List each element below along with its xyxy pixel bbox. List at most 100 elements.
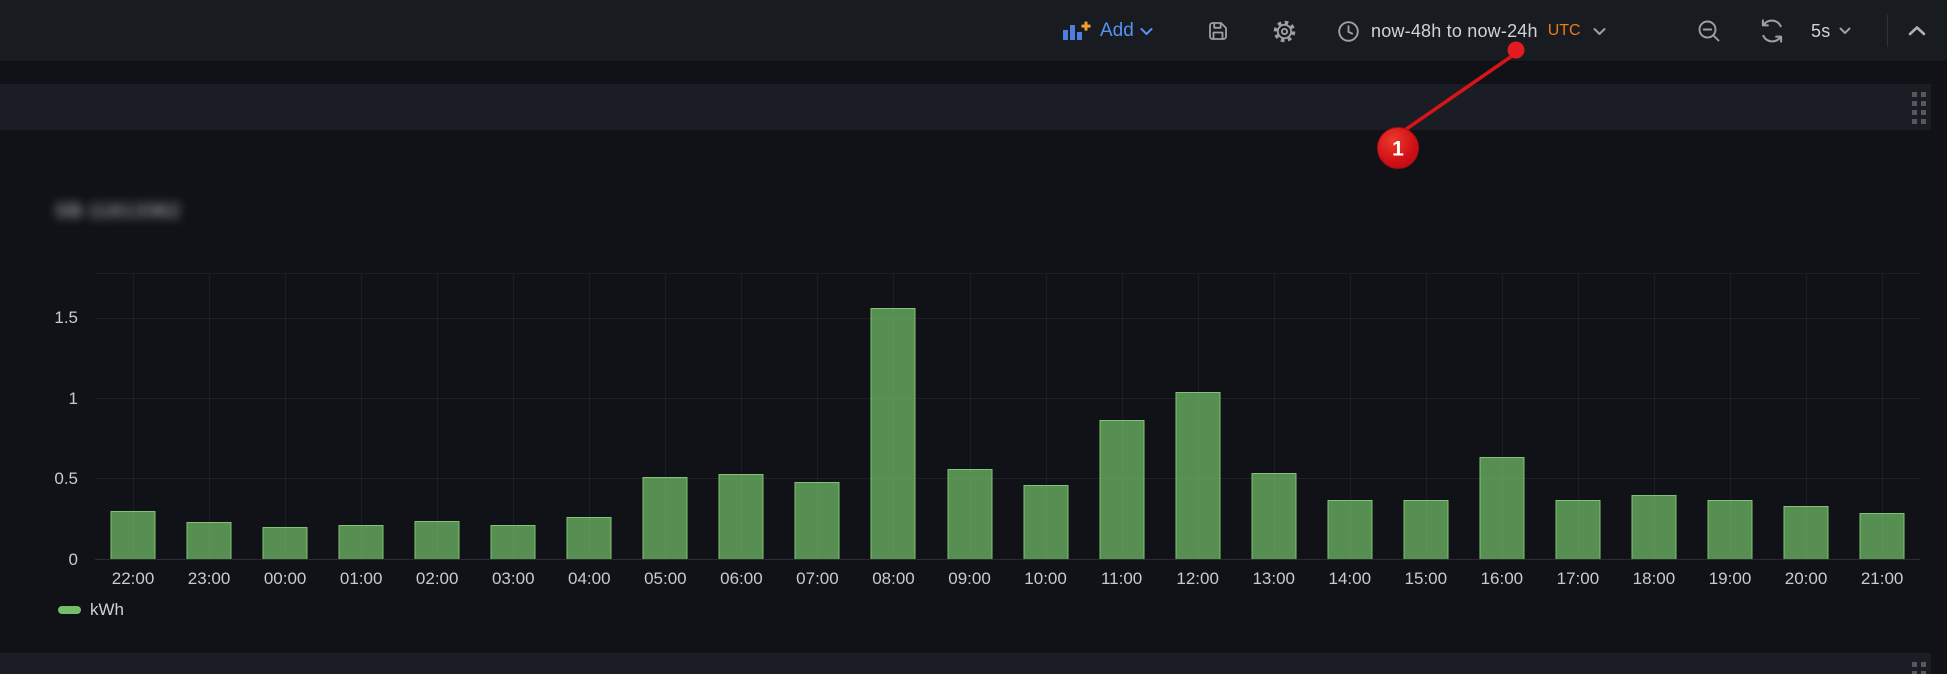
x-axis-tick-label: 12:00: [1176, 569, 1219, 588]
panel-title[interactable]: SB-11613362: [55, 201, 181, 222]
bar-09:00[interactable]: [947, 469, 993, 559]
bar-slot: 13:00: [1236, 274, 1312, 588]
bar-08:00[interactable]: [870, 307, 916, 559]
bar-slot: 11:00: [1084, 274, 1160, 588]
chevron-up-icon: [1908, 25, 1926, 37]
bar-slot: 16:00: [1464, 274, 1540, 588]
add-panel-icon: [1062, 21, 1092, 41]
y-axis-tick-label: 1: [68, 388, 78, 408]
bar-15:00[interactable]: [1403, 499, 1449, 559]
x-axis-tick-label: 11:00: [1100, 569, 1143, 588]
vertical-gridline: [741, 274, 743, 559]
legend-item-kwh[interactable]: kWh: [58, 600, 124, 620]
vertical-gridline: [1882, 274, 1884, 559]
bar-00:00[interactable]: [262, 526, 308, 559]
bar-01:00[interactable]: [338, 525, 384, 559]
bar-slot: 22:00: [95, 274, 171, 588]
bar-02:00[interactable]: [414, 520, 460, 559]
x-axis-tick-label: 17:00: [1556, 569, 1600, 588]
vertical-gridline: [969, 274, 971, 559]
annotation-marker-circle: [1377, 127, 1419, 169]
bar-slot: 10:00: [1008, 274, 1084, 588]
bar-14:00[interactable]: [1327, 499, 1373, 559]
vertical-gridline: [1577, 274, 1579, 559]
vertical-gridline: [513, 274, 515, 559]
bar-slot: 08:00: [855, 274, 931, 588]
horizontal-gridline: [95, 397, 1920, 399]
vertical-gridline: [665, 274, 667, 559]
vertical-gridline: [1806, 274, 1808, 559]
vertical-gridline: [1045, 274, 1047, 559]
x-axis-tick-label: 18:00: [1632, 569, 1676, 588]
y-axis-tick-label: 0.5: [54, 469, 78, 489]
bar-19:00[interactable]: [1707, 499, 1753, 559]
refresh-icon: [1759, 18, 1785, 44]
bar-13:00[interactable]: [1251, 472, 1297, 559]
bar-slot: 12:00: [1160, 274, 1236, 588]
bar-23:00[interactable]: [186, 522, 232, 559]
bar-slot: 07:00: [779, 274, 855, 588]
chevron-down-icon: [1593, 27, 1606, 36]
bar-05:00[interactable]: [642, 477, 688, 559]
vertical-gridline: [1501, 274, 1503, 559]
panel-drag-handle[interactable]: [1912, 662, 1926, 674]
vertical-gridline: [437, 274, 439, 559]
vertical-gridline: [1349, 274, 1351, 559]
x-axis-tick-label: 16:00: [1480, 569, 1524, 588]
bar-22:00[interactable]: [110, 510, 156, 559]
time-range-picker[interactable]: now-48h to now-24h UTC: [1337, 0, 1606, 62]
gear-icon: [1272, 19, 1297, 44]
refresh-button[interactable]: [1759, 0, 1785, 62]
bar-07:00[interactable]: [794, 482, 840, 559]
bar-slot: 20:00: [1768, 274, 1844, 588]
chevron-down-icon: [1839, 27, 1851, 35]
toolbar-divider: [1887, 15, 1888, 47]
x-axis-tick-label: 04:00: [568, 569, 611, 588]
y-axis-tick-label: 0: [68, 550, 78, 569]
x-axis-tick-label: 03:00: [491, 569, 535, 588]
bar-03:00[interactable]: [490, 525, 536, 559]
zoom-out-icon: [1697, 19, 1722, 44]
bar-slot: 06:00: [703, 274, 779, 588]
collapse-toolbar-button[interactable]: [1908, 0, 1926, 62]
bar-slot: 00:00: [247, 274, 323, 588]
x-axis-tick-label: 13:00: [1252, 569, 1295, 588]
bar-slot: 03:00: [475, 274, 551, 588]
bar-11:00[interactable]: [1099, 419, 1145, 559]
bar-slot: 14:00: [1312, 274, 1388, 588]
annotation-number: 1: [1392, 138, 1404, 161]
horizontal-gridline: [95, 477, 1920, 479]
x-axis-tick-label: 08:00: [872, 569, 915, 588]
chevron-down-icon: [1140, 27, 1153, 36]
bar-slot: 18:00: [1616, 274, 1692, 588]
zoom-out-time-button[interactable]: [1697, 0, 1722, 62]
vertical-gridline: [1273, 274, 1275, 559]
x-axis-tick-label: 05:00: [644, 569, 687, 588]
x-axis-tick-label: 07:00: [796, 569, 839, 588]
bar-10:00[interactable]: [1023, 485, 1069, 559]
vertical-gridline: [285, 274, 287, 559]
refresh-interval-dropdown[interactable]: 5s: [1811, 0, 1851, 62]
x-axis-tick-label: 14:00: [1328, 569, 1372, 588]
bar-16:00[interactable]: [1479, 456, 1525, 559]
legend-swatch: [58, 606, 81, 614]
bar-slot: 04:00: [551, 274, 627, 588]
x-axis-tick-label: 21:00: [1860, 569, 1904, 588]
bar-20:00[interactable]: [1783, 506, 1829, 559]
vertical-gridline: [589, 274, 591, 559]
dashboard-settings-button[interactable]: [1272, 0, 1297, 62]
bar-18:00[interactable]: [1631, 494, 1677, 559]
x-axis-tick-label: 19:00: [1708, 569, 1752, 588]
bar-04:00[interactable]: [566, 517, 612, 559]
bar-21:00[interactable]: [1859, 512, 1905, 559]
panel-drag-handle[interactable]: [1912, 92, 1926, 124]
bar-12:00[interactable]: [1175, 392, 1221, 559]
vertical-gridline: [817, 274, 819, 559]
add-button[interactable]: Add: [1062, 0, 1153, 62]
y-axis-tick-label: 1.5: [54, 308, 78, 328]
bar-slot: 02:00: [399, 274, 475, 588]
bar-06:00[interactable]: [718, 474, 764, 559]
bar-17:00[interactable]: [1555, 499, 1601, 559]
save-dashboard-button[interactable]: [1206, 0, 1230, 62]
x-axis-tick-label: 20:00: [1784, 569, 1828, 588]
